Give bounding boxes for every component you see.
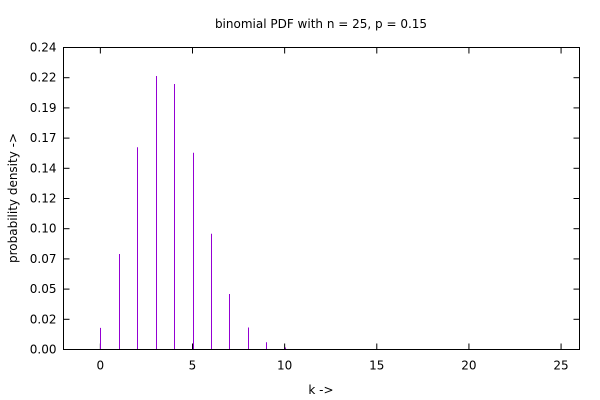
y-tick-label: 0.05	[30, 282, 57, 296]
x-tick-label: 5	[189, 359, 197, 373]
axis-ticks: 0.00 0.02 0.05 0.07 0.10 0.12 0.14 0.17 0.19 0.22…	[30, 41, 580, 373]
impulse-series	[100, 75, 304, 350]
y-tick-label: 0.19	[30, 101, 57, 115]
y-tick-label: 0.22	[30, 71, 57, 85]
x-tick-label: 10	[277, 359, 292, 373]
y-tick-label: 0.24	[30, 41, 57, 55]
x-tick-label: 20	[461, 359, 476, 373]
y-tick-label: 0.10	[30, 222, 57, 236]
y-tick-label: 0.07	[30, 252, 57, 266]
y-axis-label: probability density ->	[6, 133, 20, 263]
y-tick-label: 0.17	[30, 131, 57, 145]
plot-frame	[63, 47, 580, 350]
x-tick-label: 15	[369, 359, 384, 373]
x-tick-label: 25	[553, 359, 568, 373]
chart-title: binomial PDF with n = 25, p = 0.15	[215, 17, 427, 31]
x-tick-label: 0	[97, 359, 105, 373]
x-axis-label: k ->	[308, 383, 333, 397]
y-tick-label: 0.12	[30, 192, 57, 206]
y-tick-label: 0.00	[30, 343, 57, 357]
y-tick-label: 0.02	[30, 312, 57, 326]
y-tick-label: 0.14	[30, 161, 57, 175]
